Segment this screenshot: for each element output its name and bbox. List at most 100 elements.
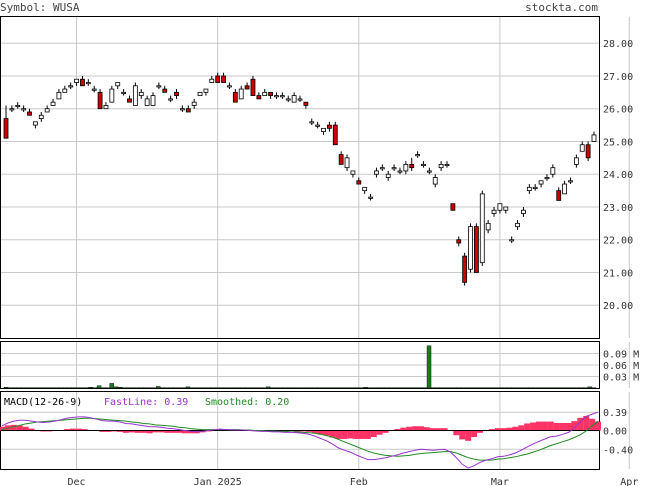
macd-histogram-bar: [323, 430, 330, 436]
macd-histogram-bar: [364, 430, 371, 439]
macd-histogram-bar: [512, 426, 519, 431]
month-tick-label: Mar: [491, 477, 509, 486]
macd-histogram-bar: [75, 428, 82, 431]
volume-bar: [92, 387, 98, 389]
candle-body: [238, 88, 244, 100]
volume-bar: [139, 387, 144, 389]
macd-histogram-bar: [553, 422, 560, 431]
candle-body: [303, 101, 309, 106]
macd-histogram-bar: [541, 421, 548, 431]
volume-bar: [29, 387, 34, 389]
macd-histogram-bar: [589, 418, 596, 431]
macd-histogram-bar: [476, 430, 483, 433]
macd-histogram-bar: [152, 430, 159, 433]
volume-bar: [295, 387, 301, 389]
volume-bar: [206, 387, 212, 389]
volume-bar: [502, 387, 508, 389]
volume-bar: [350, 387, 356, 389]
candle-body: [591, 134, 597, 142]
volume-bar: [12, 387, 17, 389]
macd-histogram-bar: [0, 426, 5, 431]
volume-bar: [380, 387, 385, 389]
month-tick-label: Feb: [350, 477, 368, 486]
volume-bar: [498, 387, 504, 389]
volume-bar: [168, 387, 174, 389]
macd-histogram-bar: [317, 430, 324, 435]
volume-bar: [431, 387, 436, 389]
volume-bar: [367, 387, 372, 389]
candle-body: [556, 190, 562, 201]
volume-bar: [464, 387, 470, 389]
macd-histogram-bar: [358, 430, 365, 439]
candle-body: [491, 209, 497, 214]
candle-body: [215, 75, 221, 83]
price-tick-label: 20.00: [603, 301, 633, 312]
macd-histogram-bar: [465, 430, 472, 441]
volume-bar: [270, 387, 275, 389]
candle-body: [109, 88, 115, 103]
macd-histogram-bar: [488, 429, 495, 431]
volume-bar: [20, 387, 26, 389]
candle-body: [115, 82, 121, 87]
macd-histogram-bar: [341, 430, 348, 439]
macd-histogram-bar: [547, 421, 554, 431]
volume-bar: [486, 387, 491, 389]
volume-bar: [591, 387, 597, 389]
volume-bar: [414, 387, 419, 389]
macd-histogram-bar: [435, 428, 442, 431]
macd-histogram-bar: [335, 430, 342, 439]
macd-histogram-bar: [105, 430, 112, 432]
volume-bar: [177, 387, 182, 389]
candle-body: [432, 177, 438, 185]
price-tick-label: 26.00: [603, 105, 633, 116]
macd-histogram-bar: [394, 429, 401, 431]
volume-bar: [447, 387, 453, 389]
volume-bar: [388, 387, 394, 389]
candle-body: [185, 108, 191, 113]
volume-bar: [50, 387, 55, 389]
volume-bar: [253, 387, 258, 389]
price-tick-label: 24.00: [603, 170, 633, 181]
macd-histogram-bar: [158, 430, 165, 433]
macd-histogram-bar: [471, 430, 478, 438]
macd-histogram-bar: [583, 415, 590, 431]
axis-labels: 28.00 27.00 26.00 25.00 24.00 23.00 22.00 21.00…: [68, 39, 640, 486]
candle-body: [221, 75, 226, 83]
candle-body: [9, 108, 15, 111]
volume-bar: [515, 387, 521, 389]
volume-bar: [354, 387, 360, 389]
macd-histogram-bar: [459, 430, 466, 440]
volume-bar: [553, 387, 559, 389]
volume-bar: [587, 386, 592, 389]
volume-bar: [240, 387, 246, 389]
candle-body: [309, 121, 315, 124]
volume-bar: [249, 387, 254, 389]
volume-bar: [223, 387, 229, 389]
candle-body: [426, 170, 432, 173]
volume-bar: [160, 387, 165, 389]
candle-body: [132, 85, 138, 106]
candle-body: [421, 163, 426, 166]
candle-body: [168, 98, 174, 101]
volume-bar: [126, 387, 131, 389]
volume-bar: [359, 387, 364, 389]
volume-bar: [46, 387, 51, 389]
candle-body: [479, 193, 485, 264]
volume-bar: [122, 387, 127, 389]
macd-histogram-bar: [412, 426, 419, 431]
month-tick-label: Jan 2025: [194, 477, 242, 486]
macd-tick-label: -0.40: [603, 445, 633, 456]
candle-body: [150, 95, 156, 106]
volume-bar: [507, 387, 512, 389]
candle-body: [291, 95, 297, 103]
volume-bar: [325, 387, 330, 389]
volume-bar: [549, 387, 554, 389]
volume-bar: [8, 387, 13, 389]
volume-bar: [232, 387, 237, 389]
volume-series: [3, 345, 597, 389]
candle-body: [468, 226, 473, 270]
volume-bar: [291, 387, 296, 389]
macd-histogram-bar: [146, 430, 153, 434]
macd-histogram-bar: [69, 428, 76, 431]
price-tick-label: 25.00: [603, 137, 633, 148]
